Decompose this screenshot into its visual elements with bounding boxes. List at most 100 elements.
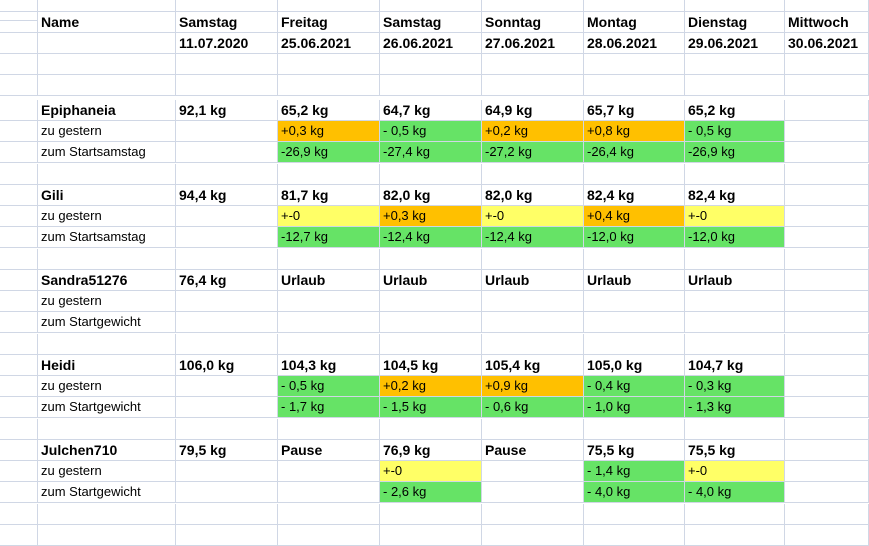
blank-cell[interactable] [584,0,685,12]
total-change-cell[interactable]: -27,4 kg [380,142,482,163]
change-cell[interactable] [482,291,584,312]
column-header-day[interactable]: Dienstag [685,12,785,33]
weight-cell[interactable]: 82,0 kg [482,185,584,206]
change-cell[interactable] [785,461,869,482]
blank-cell[interactable] [0,0,38,12]
row-label[interactable]: zu gestern [38,376,176,397]
blank-cell[interactable] [380,504,482,525]
weight-cell[interactable]: 94,4 kg [176,185,278,206]
blank-cell[interactable] [785,54,869,75]
blank-cell[interactable] [0,33,38,54]
blank-cell[interactable] [785,75,869,96]
person-name[interactable]: Julchen710 [38,440,176,461]
blank-cell[interactable] [482,525,584,546]
total-change-cell[interactable]: - 1,3 kg [685,397,785,418]
blank-cell[interactable] [176,525,278,546]
weight-cell[interactable] [785,185,869,206]
blank-cell[interactable] [785,164,869,185]
blank-cell[interactable] [685,75,785,96]
weight-cell[interactable]: 82,4 kg [584,185,685,206]
blank-cell[interactable] [482,54,584,75]
total-change-cell[interactable]: -12,0 kg [584,227,685,248]
weight-cell[interactable]: Pause [278,440,380,461]
weight-cell[interactable]: Urlaub [482,270,584,291]
weight-cell[interactable]: 75,5 kg [685,440,785,461]
total-change-cell[interactable] [278,482,380,503]
weight-cell[interactable]: 65,2 kg [685,100,785,121]
total-change-cell[interactable]: -26,9 kg [278,142,380,163]
total-change-cell[interactable] [785,142,869,163]
blank-cell[interactable] [0,249,38,270]
blank-cell[interactable] [278,334,380,355]
blank-cell[interactable] [0,504,38,525]
blank-cell[interactable] [584,54,685,75]
row-label[interactable]: zum Startgewicht [38,312,176,333]
total-change-cell[interactable] [176,397,278,418]
change-cell[interactable]: +-0 [482,206,584,227]
change-cell[interactable] [176,376,278,397]
column-header-day[interactable]: Samstag [380,12,482,33]
person-name[interactable]: Heidi [38,355,176,376]
blank-cell[interactable] [482,164,584,185]
weight-cell[interactable] [785,440,869,461]
row-label[interactable]: zum Startgewicht [38,482,176,503]
change-cell[interactable] [176,461,278,482]
change-cell[interactable] [685,291,785,312]
change-cell[interactable]: - 0,5 kg [685,121,785,142]
total-change-cell[interactable]: - 1,5 kg [380,397,482,418]
change-cell[interactable]: +0,4 kg [584,206,685,227]
blank-cell[interactable] [0,397,38,418]
row-label[interactable]: zu gestern [38,206,176,227]
weight-cell[interactable] [785,270,869,291]
column-header-date[interactable]: 30.06.2021 [785,33,869,54]
blank-cell[interactable] [0,525,38,546]
change-cell[interactable] [785,121,869,142]
blank-cell[interactable] [278,249,380,270]
change-cell[interactable] [176,291,278,312]
blank-cell[interactable] [0,54,38,75]
blank-cell[interactable] [584,249,685,270]
blank-cell[interactable] [685,54,785,75]
change-cell[interactable]: - 0,4 kg [584,376,685,397]
weight-cell[interactable]: 104,7 kg [685,355,785,376]
blank-cell[interactable] [38,164,176,185]
change-cell[interactable] [785,291,869,312]
blank-cell[interactable] [785,419,869,440]
blank-cell[interactable] [38,249,176,270]
blank-cell[interactable] [278,54,380,75]
weight-cell[interactable]: Urlaub [584,270,685,291]
blank-cell[interactable] [38,0,176,12]
change-cell[interactable]: +0,3 kg [278,121,380,142]
blank-cell[interactable] [0,12,38,33]
blank-cell[interactable] [584,75,685,96]
row-label[interactable]: zu gestern [38,291,176,312]
weight-cell[interactable]: 79,5 kg [176,440,278,461]
blank-cell[interactable] [176,164,278,185]
blank-cell[interactable] [685,504,785,525]
weight-cell[interactable]: Urlaub [278,270,380,291]
total-change-cell[interactable]: - 2,6 kg [380,482,482,503]
total-change-cell[interactable]: - 1,0 kg [584,397,685,418]
blank-cell[interactable] [482,75,584,96]
blank-cell[interactable] [278,419,380,440]
weight-cell[interactable]: 65,2 kg [278,100,380,121]
weight-cell[interactable]: Urlaub [380,270,482,291]
total-change-cell[interactable] [785,312,869,333]
weight-cell[interactable]: 64,9 kg [482,100,584,121]
weight-cell[interactable]: 82,4 kg [685,185,785,206]
change-cell[interactable] [785,376,869,397]
change-cell[interactable]: - 0,5 kg [380,121,482,142]
row-label[interactable]: zum Startsamstag [38,142,176,163]
blank-cell[interactable] [380,419,482,440]
weight-cell[interactable]: 105,4 kg [482,355,584,376]
blank-cell[interactable] [38,525,176,546]
total-change-cell[interactable]: -12,4 kg [380,227,482,248]
total-change-cell[interactable] [785,397,869,418]
blank-cell[interactable] [482,249,584,270]
change-cell[interactable]: +-0 [685,206,785,227]
blank-cell[interactable] [0,142,38,163]
change-cell[interactable]: - 0,5 kg [278,376,380,397]
blank-cell[interactable] [584,504,685,525]
column-header-day[interactable]: Sonntag [482,12,584,33]
blank-cell[interactable] [0,164,38,185]
